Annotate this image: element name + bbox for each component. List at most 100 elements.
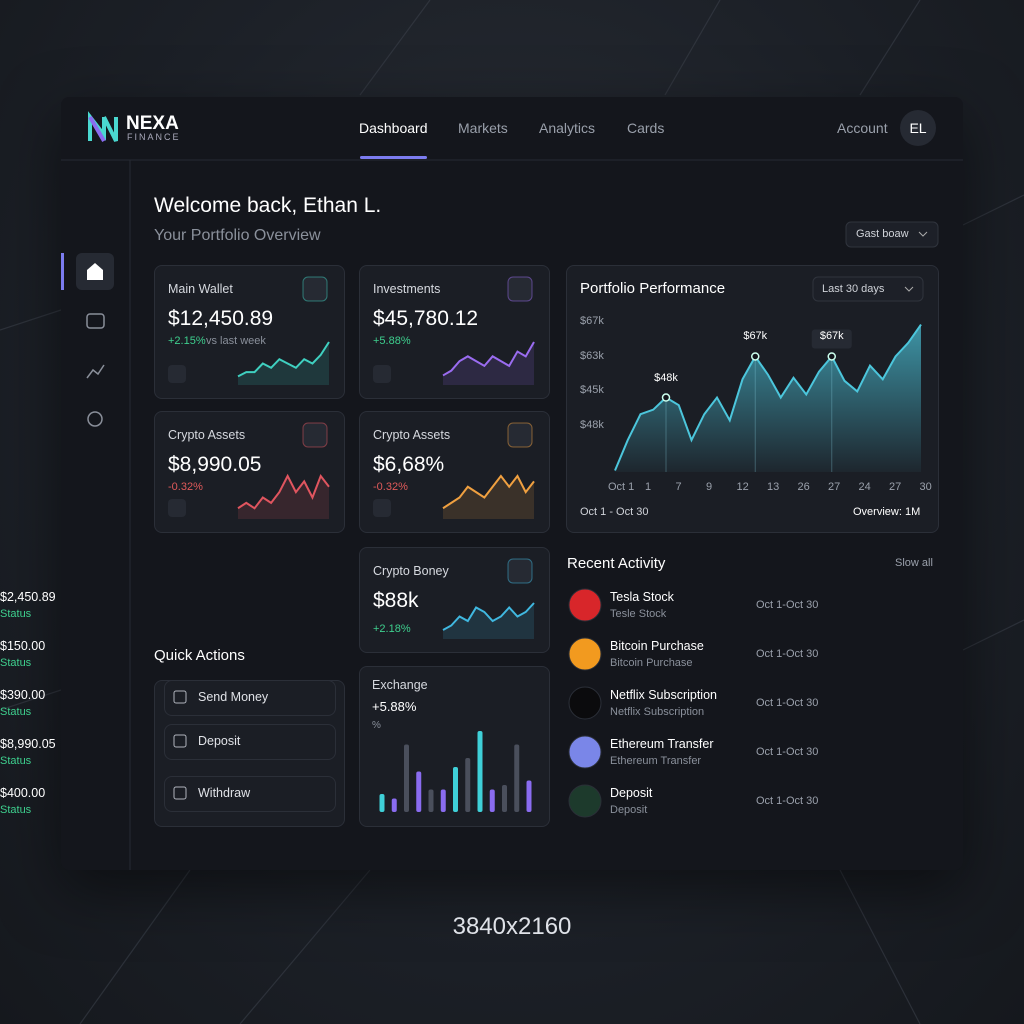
account-link[interactable]: Account xyxy=(837,120,888,136)
sidebar-indicator xyxy=(61,253,64,290)
activity-name: Netflix Subscription xyxy=(610,688,717,702)
activity-status: Status xyxy=(0,608,32,620)
card-icon xyxy=(302,276,328,302)
wallet-icon[interactable] xyxy=(86,313,105,329)
action-icon xyxy=(173,734,187,748)
y-label: $63k xyxy=(580,349,604,362)
action-button[interactable] xyxy=(164,724,336,760)
nav-item[interactable]: Analytics xyxy=(539,120,596,136)
x-label: 30 xyxy=(919,481,932,493)
action-button[interactable] xyxy=(164,776,336,812)
x-label: 27 xyxy=(889,481,902,493)
x-label: Oct 1 xyxy=(608,481,635,493)
exchange-bar xyxy=(404,744,409,812)
activity-status: Status xyxy=(0,706,32,718)
sparkline-area xyxy=(443,603,534,639)
activity-status: Status xyxy=(0,657,32,669)
sparkline xyxy=(442,341,535,377)
activity-amount: $390.00 xyxy=(0,688,46,702)
action-label[interactable]: Withdraw xyxy=(198,786,251,800)
card-value: $6,68% xyxy=(373,453,445,476)
annotation-label: $67k xyxy=(743,330,768,343)
sparkline-area xyxy=(443,342,534,385)
card-badge xyxy=(373,365,391,383)
quick-actions-title: Quick Actions xyxy=(154,647,245,664)
activity-status: Status xyxy=(0,804,32,816)
annotation-dot xyxy=(751,352,760,361)
nav-item[interactable]: Markets xyxy=(458,120,508,136)
action-button[interactable] xyxy=(164,680,336,716)
card-icon xyxy=(507,276,533,302)
activity-title: Recent Activity xyxy=(567,555,666,572)
exchange-bar xyxy=(428,789,434,812)
exchange-bar xyxy=(514,744,520,812)
sparkline xyxy=(237,473,330,510)
activity-date: Oct 1-Oct 30 xyxy=(756,599,819,611)
action-label[interactable]: Send Money xyxy=(198,690,269,704)
card-value: $12,450.89 xyxy=(168,307,274,330)
home-icon[interactable] xyxy=(87,263,103,280)
exchange-bar xyxy=(440,789,446,812)
card-badge xyxy=(168,499,186,517)
x-label: 24 xyxy=(858,481,871,493)
activity-name: Deposit xyxy=(610,786,653,800)
performance-area xyxy=(615,324,921,472)
exchange-bar xyxy=(465,758,471,812)
card-title: Crypto Boney xyxy=(373,564,449,578)
y-label: $45k xyxy=(580,384,604,396)
dropdown-label[interactable]: Gast boaw xyxy=(856,228,909,240)
analytics-icon[interactable] xyxy=(86,364,105,379)
activity-date: Oct 1-Oct 30 xyxy=(756,746,819,758)
settings-icon[interactable] xyxy=(87,411,103,427)
range-label[interactable]: Last 30 days xyxy=(822,283,885,295)
annotation-box xyxy=(811,329,852,349)
brand-name: NEXA xyxy=(126,113,179,134)
activity-name: Tesla Stock xyxy=(610,590,674,604)
nav-item[interactable]: Dashboard xyxy=(359,120,428,136)
x-label: 7 xyxy=(675,481,682,493)
card-badge xyxy=(373,499,391,517)
activity-sub: Bitcoin Purchase xyxy=(610,657,693,669)
card-title: Crypto Assets xyxy=(168,428,246,442)
card-change: -0.32% xyxy=(168,481,203,493)
dropdown-caret xyxy=(918,231,928,237)
exchange-bar xyxy=(391,798,397,812)
exchange-bar xyxy=(502,785,507,812)
activity-amount: $2,450.89 xyxy=(0,590,56,604)
dropdown[interactable] xyxy=(845,221,939,248)
exchange-bar xyxy=(489,789,495,812)
card-icon xyxy=(507,558,533,584)
action-icon xyxy=(173,786,187,800)
avatar-initials[interactable]: EL xyxy=(909,120,927,136)
exchange-title: Exchange xyxy=(372,678,428,692)
exchange-bar xyxy=(416,771,422,812)
activity-icon xyxy=(568,637,602,671)
card-title: Crypto Assets xyxy=(373,428,451,442)
activity-sub: Deposit xyxy=(610,804,648,816)
show-all-link[interactable]: Slow all xyxy=(895,557,933,569)
annotation-dot xyxy=(827,352,836,361)
overview-label: Overview: 1M xyxy=(853,506,921,518)
activity-sub: Netflix Subscription xyxy=(610,706,705,718)
activity-icon xyxy=(568,735,602,769)
exchange-bar xyxy=(526,780,532,812)
caption: 3840x2160 xyxy=(452,913,572,940)
brand-sub: FINANCE xyxy=(127,132,181,142)
action-label[interactable]: Deposit xyxy=(198,734,241,748)
activity-name: Ethereum Transfer xyxy=(610,737,714,751)
card-value: $8,990.05 xyxy=(168,453,262,476)
card-change: +2.15% xyxy=(168,335,206,347)
nav-active-indicator xyxy=(360,156,427,159)
card-badge xyxy=(168,365,186,383)
annotation-label: $67k xyxy=(819,330,844,343)
card-value: $45,780.12 xyxy=(373,307,479,330)
card-icon xyxy=(507,422,533,448)
range-dropdown[interactable] xyxy=(812,276,924,302)
card-note: vs last week xyxy=(206,335,266,347)
avatar[interactable] xyxy=(900,110,936,146)
x-label: 27 xyxy=(828,481,841,493)
nav-item[interactable]: Cards xyxy=(627,120,665,136)
activity-icon xyxy=(568,588,602,622)
exchange-bar xyxy=(453,767,458,812)
